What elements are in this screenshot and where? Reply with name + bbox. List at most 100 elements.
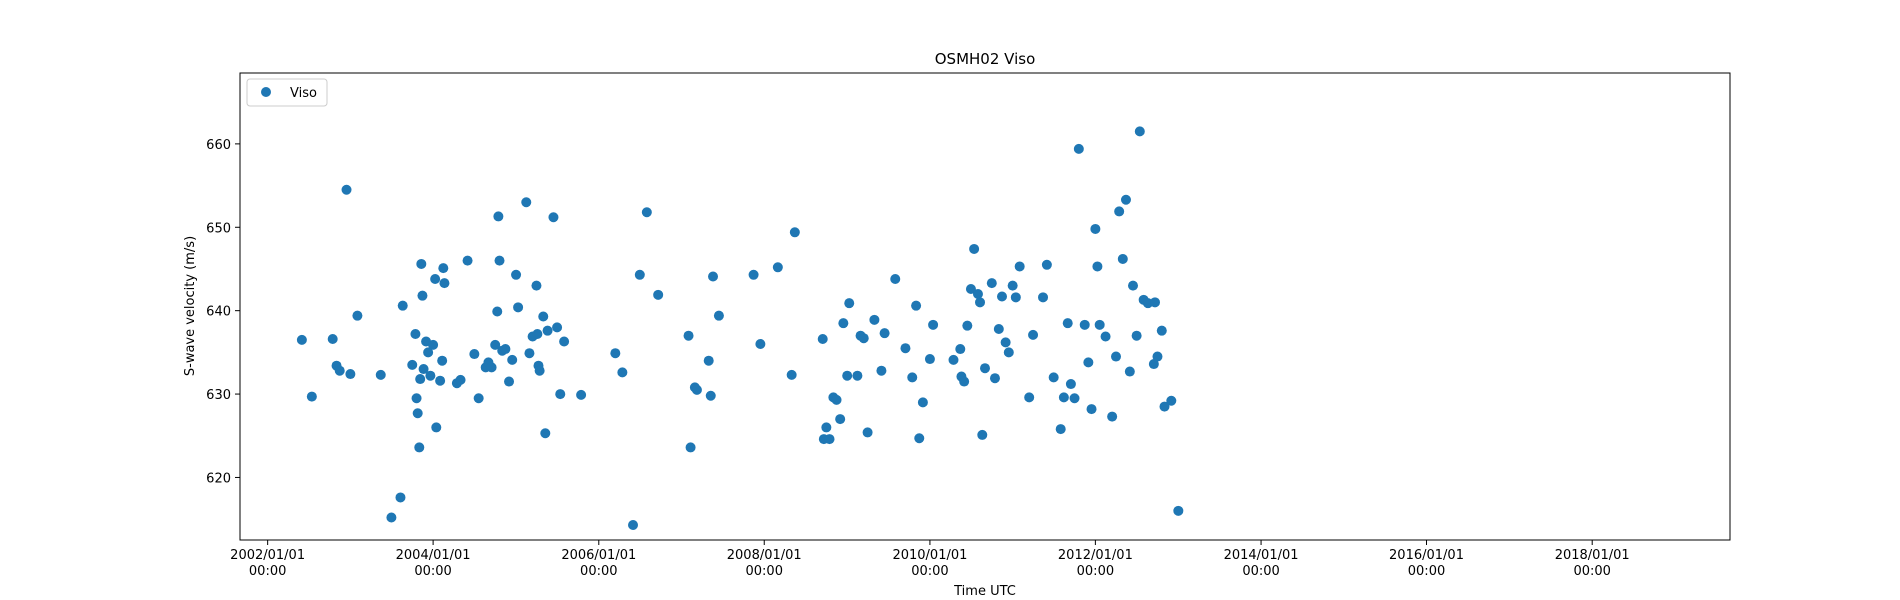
data-point (1014, 261, 1025, 272)
x-tick-label: 2016/01/01 00:00 (1389, 548, 1464, 579)
data-point (772, 262, 783, 273)
data-point (411, 393, 422, 404)
x-tick-label: 2004/01/01 00:00 (396, 548, 471, 579)
data-point (924, 354, 935, 365)
data-point (1159, 401, 1170, 412)
data-point (1152, 351, 1163, 362)
data-point (542, 325, 553, 336)
data-point (1117, 253, 1128, 264)
data-point (1065, 379, 1076, 390)
data-point (955, 344, 966, 355)
data-point (1041, 259, 1052, 270)
data-point (1173, 505, 1184, 516)
data-point (1124, 366, 1135, 377)
data-point (928, 319, 939, 330)
data-point (962, 320, 973, 331)
data-point (789, 227, 800, 238)
data-point (1148, 359, 1159, 370)
data-point (831, 394, 842, 405)
data-point (438, 263, 449, 274)
data-point (1073, 143, 1084, 154)
data-point (1094, 319, 1105, 330)
data-point (1055, 424, 1066, 435)
data-point (334, 365, 345, 376)
x-tick-label: 2014/01/01 00:00 (1224, 548, 1299, 579)
data-point (423, 347, 434, 358)
data-point (540, 428, 551, 439)
data-point (786, 369, 797, 380)
data-point (842, 370, 853, 381)
data-point (511, 269, 522, 280)
data-point (327, 334, 338, 345)
data-point (824, 434, 835, 445)
data-point (1120, 194, 1131, 205)
data-point (1028, 329, 1039, 340)
data-point (415, 374, 426, 385)
data-point (412, 408, 423, 419)
data-point (486, 362, 497, 373)
data-point (493, 211, 504, 222)
data-point (428, 339, 439, 350)
data-point (341, 184, 352, 195)
data-point (469, 349, 480, 360)
data-point (975, 297, 986, 308)
data-point (869, 314, 880, 325)
data-point (410, 329, 421, 340)
data-point (548, 212, 559, 223)
data-point (1083, 357, 1094, 368)
data-point (965, 283, 976, 294)
data-point (917, 397, 928, 408)
data-point (407, 359, 418, 370)
data-point (703, 355, 714, 366)
data-point (437, 355, 448, 366)
data-point (879, 328, 890, 339)
data-point (817, 334, 828, 345)
data-point (524, 348, 535, 359)
y-tick-label: 650 (206, 221, 231, 236)
data-point (534, 365, 545, 376)
data-point (821, 422, 832, 433)
data-point (685, 442, 696, 453)
data-point (1086, 404, 1097, 415)
data-point (911, 300, 922, 311)
data-point (980, 363, 990, 374)
x-tick-label: 2012/01/01 00:00 (1058, 548, 1133, 579)
x-tick-label: 2002/01/01 00:00 (230, 548, 305, 579)
data-point (844, 298, 855, 309)
data-point (653, 289, 664, 300)
data-point (1058, 392, 1069, 403)
data-point (989, 373, 1000, 384)
data-point (907, 372, 918, 383)
data-point (555, 389, 566, 400)
data-point (552, 322, 563, 333)
data-point (386, 512, 397, 523)
data-point (610, 348, 621, 359)
x-tick-label: 2008/01/01 00:00 (727, 548, 802, 579)
y-axis-title: S-wave velocity (m/s) (183, 236, 198, 376)
data-point (914, 433, 925, 444)
data-point (425, 370, 436, 381)
data-point (617, 367, 628, 378)
y-tick-label: 640 (206, 305, 231, 320)
data-point (890, 273, 901, 284)
data-point (977, 429, 988, 440)
data-point (959, 376, 970, 387)
data-point (1166, 395, 1177, 406)
data-point (532, 329, 543, 340)
data-point (835, 414, 846, 425)
data-point (862, 427, 873, 438)
data-point (306, 391, 317, 402)
data-point (713, 310, 724, 321)
data-point (430, 273, 441, 284)
data-point (634, 269, 645, 280)
data-point (1007, 280, 1018, 291)
data-point (683, 330, 694, 341)
data-point (1090, 223, 1101, 234)
data-point (352, 310, 363, 321)
data-point (1024, 392, 1035, 403)
data-point (473, 393, 484, 404)
data-point (852, 370, 863, 381)
data-point (462, 255, 473, 266)
data-point (1107, 411, 1118, 422)
